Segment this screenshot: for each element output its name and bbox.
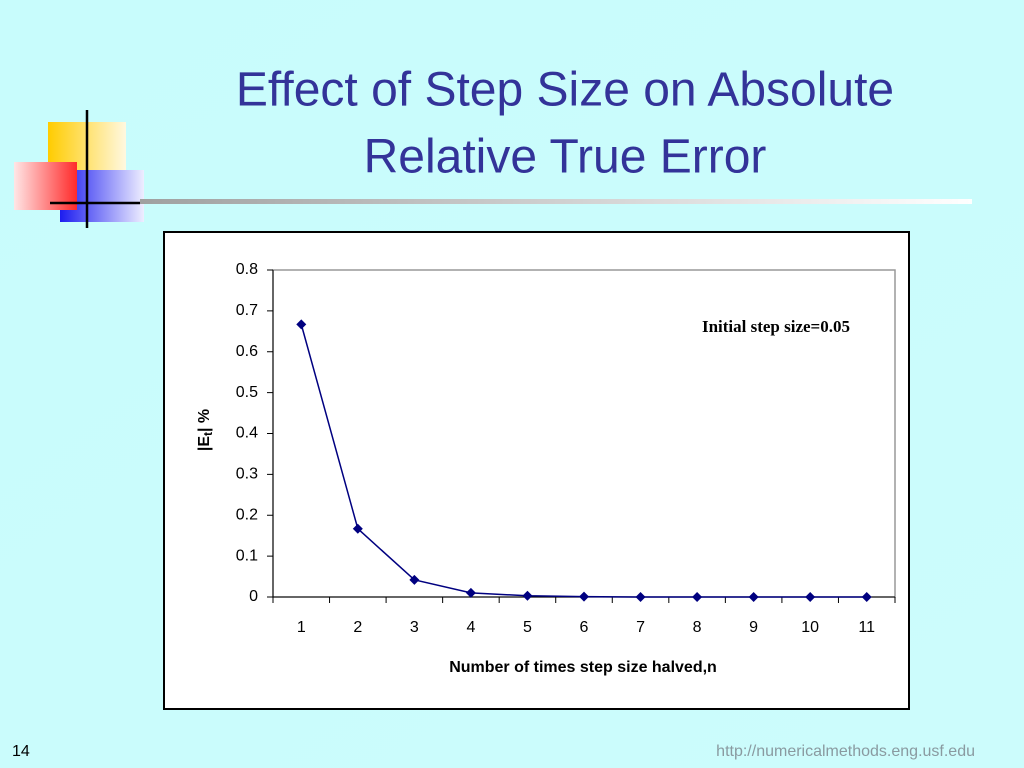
y-tick-label: 0.5 [236,384,258,401]
x-tick-label: 9 [749,619,758,636]
y-tick-label: 0.6 [236,343,258,360]
x-tick-label: 5 [523,619,532,636]
x-tick-label: 11 [858,619,875,636]
y-tick-label: 0.1 [236,547,258,564]
data-point [296,319,307,330]
x-tick-label: 1 [297,619,306,636]
x-tick-label: 3 [410,619,419,636]
y-label-sub: t [201,432,215,436]
x-tick-label: 10 [801,619,819,636]
data-point [748,592,759,602]
y-tick-label: 0.3 [236,466,258,483]
data-point [861,592,872,602]
x-tick-label: 4 [466,619,475,636]
y-tick-label: 0.2 [236,506,258,523]
page-number: 14 [12,743,30,760]
data-point [692,592,703,602]
url: http://numericalmethods.eng.usf.edu [716,743,975,760]
y-axis-label: |Et| % [196,409,215,451]
data-point [522,590,533,601]
x-tick-label: 6 [580,619,589,636]
y-tick-label: 0 [249,588,258,605]
y-label-part: |E [196,436,213,451]
y-tick-label: 0.7 [236,302,258,319]
x-tick-label: 7 [636,619,645,636]
decoration [14,110,972,228]
data-point [352,523,363,534]
y-label-part: | % [196,409,213,432]
slide-title: Relative True Error [364,131,767,184]
x-tick-label: 8 [693,619,702,636]
data-point [805,592,816,602]
y-tick-label: 0.8 [236,261,258,278]
x-tick-label: 2 [353,619,362,636]
data-point [409,574,420,585]
data-point [579,591,589,602]
slide-title: Effect of Step Size on Absolute [236,64,894,117]
annotation: Initial step size=0.05 [702,317,850,336]
y-tick-label: 0.4 [236,425,258,442]
data-point [635,592,646,602]
x-axis-label: Number of times step size halved,n [449,659,717,676]
data-point [465,587,476,598]
